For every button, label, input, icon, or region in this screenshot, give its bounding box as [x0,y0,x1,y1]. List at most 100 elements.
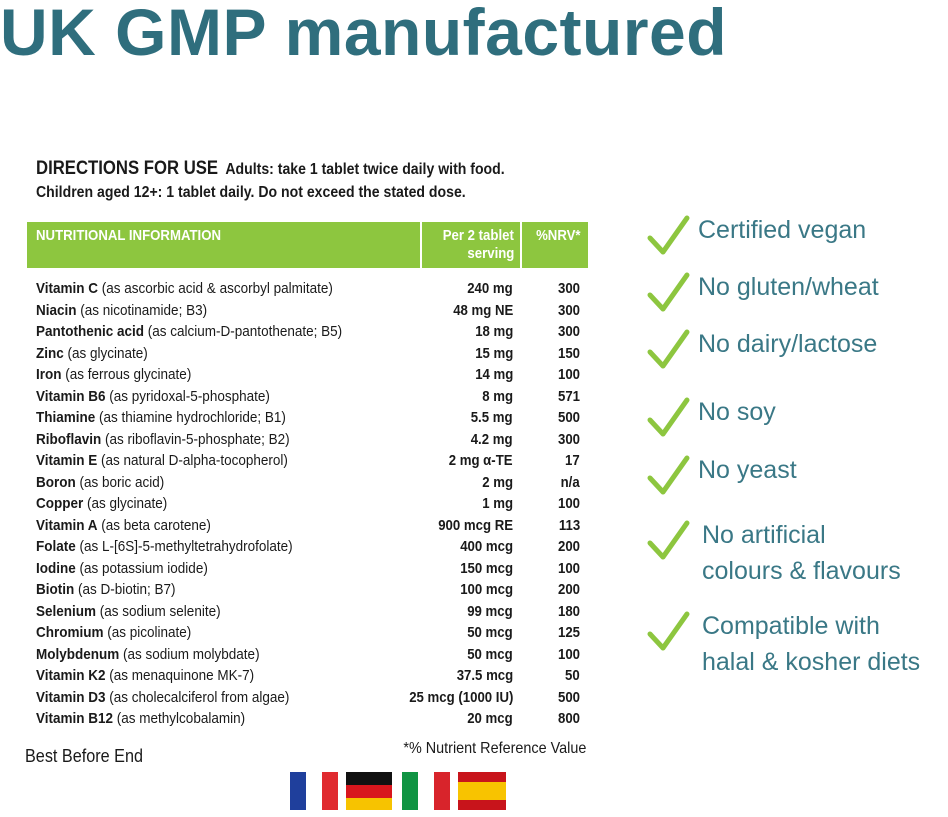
nutrient-form: (as thiamine hydrochloride; B1) [99,409,286,426]
amount: 37.5 mcg [456,667,513,684]
claim-text: No soy [698,398,776,426]
nutrient-name: Vitamin K2 (as menaquinone MK-7) [36,665,254,687]
divider [420,222,422,268]
nutrient-name: Iron (as ferrous glycinate) [36,364,191,386]
nutrient: Vitamin B6 [36,387,106,405]
nutrient-form: (as methylcobalamin) [116,710,246,727]
nutrient-form: (as glycinate) [67,344,148,362]
nrv: 50 [565,667,580,684]
nutrient-form: (as nicotinamide; B3) [80,301,208,319]
nutrient: Molybdenum [36,645,120,663]
nutrient-name: Molybdenum (as sodium molybdate) [36,644,260,666]
amount: 4.2 mg [471,430,513,448]
nutrient: Copper [36,495,84,512]
amount: 14 mg [474,366,513,383]
claim-text: No gluten/wheat [698,273,879,301]
nrv: 200 [557,538,580,555]
nutrient-name: Riboflavin (as riboflavin-5-phosphate; B… [36,429,290,451]
nrv: 17 [565,452,580,469]
check-icon [645,610,691,659]
amount: 99 mcg [467,602,513,620]
nutrient: Riboflavin [36,430,102,448]
flag-france [290,772,338,810]
nrv: 125 [557,624,580,641]
nrv: 800 [557,710,580,727]
amount: 240 mg [467,280,513,297]
nrv: 100 [557,366,580,383]
check [647,455,690,495]
nutrient: Chromium [36,624,104,641]
amount: 5.5 mg [471,409,513,426]
amount: 8 mg [482,387,513,405]
check [647,272,690,312]
header-cell: %NRV* [536,227,581,244]
amount: 400 mcg [460,538,513,555]
nrv: 113 [558,516,580,534]
amount: 2 mg [482,473,513,491]
nrv: 180 [557,602,580,620]
nrv: 500 [557,688,580,706]
amount: 20 mcg [467,710,513,727]
nutrient: Selenium [36,602,97,620]
flag-italy [402,772,450,810]
header-cell: Per 2 tablet [442,227,514,244]
nutrient: Thiamine [36,409,96,426]
nutrient-name: Selenium (as sodium selenite) [36,601,221,623]
claim-text: colours & flavours [702,557,901,585]
check-icon [645,271,691,320]
nutrient-name: Chromium (as picolinate) [36,622,191,644]
nutrient-name: Pantothenic acid (as calcium-D-pantothen… [36,321,342,343]
nutrient-name: Vitamin B6 (as pyridoxal-5-phosphate) [36,386,270,408]
nutrient-form: (as sodium selenite) [99,602,221,620]
nutrient: Iron [36,366,62,383]
nutrient: Vitamin B12 [36,710,114,727]
nutrient: Pantothenic acid [36,323,145,340]
nutrient: Niacin [36,301,77,319]
check-icon [645,454,691,503]
nutrient-name: Boron (as boric acid) [36,472,164,494]
nutrient-form: (as pyridoxal-5-phosphate) [109,387,270,405]
nutrient: Vitamin E [36,452,98,469]
nutrient-form: (as potassium iodide) [79,559,208,577]
nutrient-name: Folate (as L-[6S]-5-methyltetrahydrofola… [36,536,293,558]
nrv: 100 [557,495,580,512]
nutrient-form: (as cholecalciferol from algae) [109,688,290,706]
nutrient-name: Vitamin C (as ascorbic acid & ascorbyl p… [36,278,333,300]
nrv: n/a [560,473,580,491]
claim-text: Certified vegan [698,216,867,244]
amount: 2 mg α-TE [449,452,513,469]
flag-germany [346,772,392,810]
nutrient-form: (as ascorbic acid & ascorbyl palmitate) [101,280,333,297]
nrv: 300 [557,280,580,297]
nutrient-form: (as boric acid) [79,473,165,491]
nutrient-form: (as glycinate) [87,495,168,512]
nrv: 200 [557,581,580,598]
check-icon [645,519,691,568]
header-cell: serving [467,245,514,262]
directions-text: Adults: take 1 tablet twice daily with f… [225,161,505,178]
nrv: 300 [557,301,580,319]
nutrient-name: Copper (as glycinate) [36,493,167,515]
nutrient: Vitamin D3 [36,688,106,706]
directions-line: DIRECTIONS FOR USE Adults: take 1 tablet… [36,158,505,180]
check-icon [645,396,691,445]
nutrient: Vitamin K2 [36,667,106,684]
nutrient: Biotin [36,581,75,598]
nrv: 300 [557,430,580,448]
nutrient-form: (as D-biotin; B7) [78,581,176,598]
nutrient-form: (as sodium molybdate) [123,645,260,663]
nutrient: Iodine [36,559,76,577]
nutrient-name: Thiamine (as thiamine hydrochloride; B1) [36,407,286,429]
nutrient-name: Zinc (as glycinate) [36,343,148,365]
nutrient-form: (as calcium-D-pantothenate; B5) [147,323,343,340]
nutrient-form: (as natural D-alpha-tocopherol) [101,452,288,469]
amount: 15 mg [474,344,513,362]
nutrient-form: (as menaquinone MK-7) [109,667,255,684]
nutrient: Vitamin C [36,280,99,297]
check [647,215,690,255]
nutrient-name: Vitamin D3 (as cholecalciferol from alga… [36,687,289,709]
claim-text: No dairy/lactose [698,330,878,358]
amount: 100 mcg [460,581,513,598]
nrv: 150 [557,344,580,362]
